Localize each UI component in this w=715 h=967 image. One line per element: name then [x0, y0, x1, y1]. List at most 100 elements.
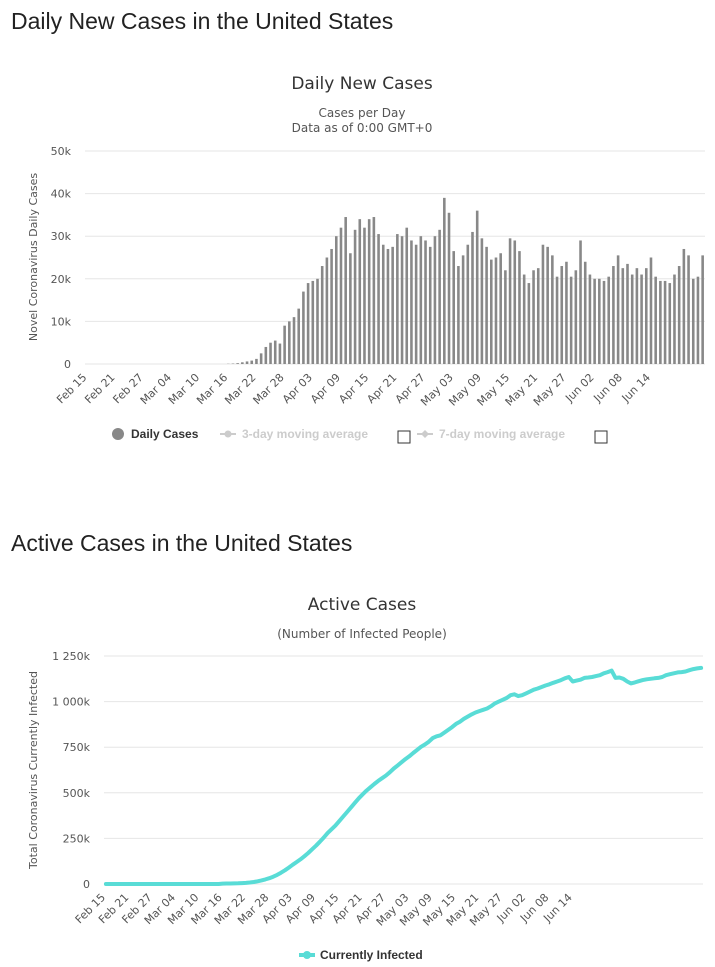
daily-bar[interactable] — [621, 268, 625, 364]
daily-bar[interactable] — [292, 317, 296, 364]
daily-bar[interactable] — [325, 257, 329, 365]
daily-bar[interactable] — [264, 346, 268, 364]
daily-bar[interactable] — [485, 246, 488, 364]
daily-bar[interactable] — [400, 236, 404, 364]
daily-bar[interactable] — [626, 263, 629, 364]
daily-bar[interactable] — [616, 255, 620, 364]
daily-bar[interactable] — [598, 278, 601, 364]
daily-bar[interactable] — [339, 227, 343, 364]
legend-item-3-day-average[interactable]: 3-day moving average — [220, 427, 368, 441]
daily-bar[interactable] — [508, 238, 512, 364]
daily-bar[interactable] — [551, 255, 554, 364]
daily-bar[interactable] — [471, 231, 474, 364]
daily-bar[interactable] — [654, 276, 657, 364]
daily-bar[interactable] — [367, 219, 371, 364]
daily-bar[interactable] — [250, 360, 254, 364]
daily-bar[interactable] — [241, 362, 244, 364]
daily-bar[interactable] — [565, 261, 568, 364]
daily-bar[interactable] — [288, 321, 291, 364]
daily-bar[interactable] — [593, 278, 596, 364]
daily-bar[interactable] — [443, 197, 446, 364]
daily-bar[interactable] — [358, 219, 362, 364]
daily-bar[interactable] — [386, 248, 390, 364]
daily-bar[interactable] — [499, 253, 502, 364]
daily-bar[interactable] — [475, 210, 479, 364]
daily-bar[interactable] — [363, 227, 366, 364]
daily-bar[interactable] — [320, 266, 324, 364]
daily-bar[interactable] — [574, 270, 578, 364]
daily-bar[interactable] — [659, 280, 662, 364]
daily-bar[interactable] — [447, 212, 451, 364]
daily-bar[interactable] — [513, 240, 517, 364]
daily-bar[interactable] — [396, 234, 399, 364]
daily-bar[interactable] — [579, 240, 582, 364]
daily-bar[interactable] — [433, 236, 437, 364]
daily-bar[interactable] — [273, 340, 277, 364]
daily-bar[interactable] — [452, 251, 456, 364]
daily-bar[interactable] — [391, 246, 394, 364]
daily-bar[interactable] — [278, 343, 282, 364]
daily-bar[interactable] — [377, 234, 380, 364]
daily-bar[interactable] — [311, 280, 315, 364]
daily-bar[interactable] — [640, 274, 643, 364]
daily-bar[interactable] — [269, 342, 272, 364]
daily-bar[interactable] — [522, 274, 526, 364]
daily-bar[interactable] — [372, 217, 376, 364]
daily-bar[interactable] — [405, 227, 409, 364]
daily-bar[interactable] — [457, 266, 460, 364]
daily-bar[interactable] — [236, 363, 239, 364]
daily-bar[interactable] — [588, 274, 592, 364]
daily-bar[interactable] — [330, 248, 333, 364]
currently-infected-line[interactable] — [103, 665, 704, 886]
daily-bar[interactable] — [696, 276, 700, 364]
daily-bar[interactable] — [297, 308, 301, 364]
ma7-checkbox[interactable] — [594, 430, 608, 444]
daily-bar[interactable] — [541, 244, 545, 364]
daily-bar[interactable] — [532, 270, 535, 364]
daily-bar[interactable] — [316, 278, 319, 364]
daily-bar[interactable] — [682, 248, 686, 364]
daily-bar[interactable] — [461, 255, 465, 364]
daily-bar[interactable] — [283, 325, 286, 364]
daily-bar[interactable] — [677, 266, 681, 364]
daily-bar[interactable] — [673, 274, 676, 364]
daily-bar[interactable] — [527, 283, 531, 364]
daily-bar[interactable] — [644, 268, 648, 364]
legend-item-daily-cases[interactable]: Daily Cases — [112, 427, 199, 441]
daily-bar[interactable] — [649, 257, 653, 365]
daily-bar[interactable] — [245, 361, 249, 364]
daily-bar[interactable] — [635, 268, 639, 364]
daily-bar[interactable] — [306, 283, 310, 364]
daily-bar[interactable] — [630, 274, 634, 364]
daily-bar[interactable] — [381, 244, 385, 364]
daily-bar[interactable] — [494, 257, 498, 365]
daily-bar[interactable] — [466, 244, 470, 364]
daily-bar[interactable] — [691, 278, 695, 364]
daily-bar[interactable] — [424, 240, 427, 364]
daily-bar[interactable] — [504, 270, 507, 364]
daily-bar[interactable] — [255, 358, 258, 364]
daily-bar[interactable] — [438, 229, 441, 364]
daily-bar[interactable] — [555, 276, 559, 364]
daily-bar[interactable] — [518, 251, 521, 364]
daily-bar[interactable] — [344, 217, 347, 364]
daily-bar[interactable] — [414, 244, 418, 364]
daily-bar[interactable] — [583, 261, 587, 364]
daily-bar[interactable] — [349, 253, 352, 364]
daily-bar[interactable] — [419, 236, 423, 364]
daily-bar[interactable] — [536, 268, 540, 364]
active-legend[interactable]: Currently Infected — [299, 948, 423, 962]
daily-bar[interactable] — [410, 240, 413, 364]
daily-bar[interactable] — [353, 229, 357, 364]
daily-bar[interactable] — [560, 266, 564, 364]
daily-bar[interactable] — [334, 236, 338, 364]
daily-bar[interactable] — [607, 276, 611, 364]
daily-bar[interactable] — [668, 283, 672, 364]
daily-bar[interactable] — [428, 246, 432, 364]
daily-bar[interactable] — [480, 238, 484, 364]
daily-bar[interactable] — [259, 353, 263, 364]
daily-bar[interactable] — [569, 276, 573, 364]
daily-bar[interactable] — [612, 266, 615, 364]
daily-bar[interactable] — [701, 255, 704, 364]
daily-bar[interactable] — [489, 259, 493, 364]
